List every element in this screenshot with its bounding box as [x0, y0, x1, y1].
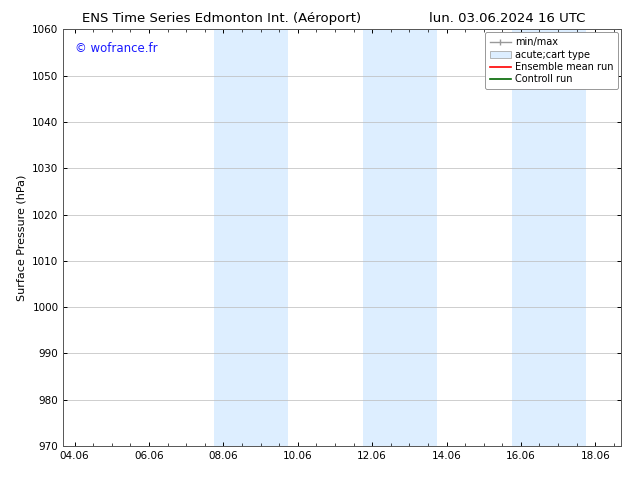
Bar [512, 29, 586, 446]
Text: © wofrance.fr: © wofrance.fr [75, 42, 157, 55]
Bar [363, 29, 437, 446]
Text: lun. 03.06.2024 16 UTC: lun. 03.06.2024 16 UTC [429, 12, 585, 25]
Y-axis label: Surface Pressure (hPa): Surface Pressure (hPa) [16, 174, 27, 301]
Text: ENS Time Series Edmonton Int. (Aéroport): ENS Time Series Edmonton Int. (Aéroport) [82, 12, 361, 25]
Legend: min/max, acute;cart type, Ensemble mean run, Controll run: min/max, acute;cart type, Ensemble mean … [485, 32, 618, 89]
Bar [214, 29, 288, 446]
